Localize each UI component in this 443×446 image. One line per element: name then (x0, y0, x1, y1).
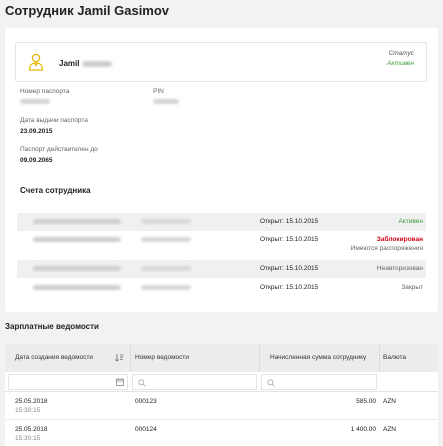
column-header-number[interactable]: Номер ведомости (135, 354, 190, 361)
cell-amount: 585.00 (356, 398, 376, 405)
cell-number: 000123 (135, 398, 157, 405)
cell-time: 15:30:15 (15, 407, 41, 414)
account-status: Закрыт (401, 284, 423, 291)
account-opened-date: Открыт: 15.10.2015 (260, 265, 319, 272)
account-opened-date: Открыт: 15.10.2015 (260, 236, 319, 243)
account-row[interactable]: Открыт: 15.10.2015 Неавторизован (17, 260, 426, 278)
valid-until-label: Паспорт действителен до (20, 146, 98, 153)
account-row[interactable]: Открыт: 15.10.2015 Закрыт (17, 279, 426, 297)
employee-last-name-redacted (82, 60, 113, 67)
column-header-created[interactable]: Дата создания ведомости (15, 354, 94, 361)
user-icon (28, 53, 44, 71)
account-owner-redacted (141, 285, 191, 290)
employee-first-name: Jamil (59, 59, 80, 68)
payroll-table: Дата создания ведомости Номер ведомости … (5, 344, 438, 446)
status-label: Статус (388, 50, 414, 57)
page-title: Сотрудник Jamil Gasimov (5, 3, 170, 18)
sort-icon[interactable] (115, 353, 124, 362)
account-row[interactable]: Открыт: 15.10.2015 Активен (17, 213, 426, 231)
column-header-amount[interactable]: Начисленная сумма сотруднику (270, 354, 367, 361)
search-icon (138, 379, 146, 387)
accounts-title: Счета сотрудника (20, 186, 91, 195)
amount-filter-input[interactable] (261, 374, 377, 390)
column-divider (259, 344, 260, 392)
cell-currency: AZN (383, 426, 396, 433)
cell-time: 15:30:15 (15, 435, 41, 442)
issue-date-value: 23.09.2015 (20, 128, 53, 135)
table-header: Дата создания ведомости Номер ведомости … (5, 344, 438, 372)
account-owner-redacted (141, 219, 191, 224)
passport-number-redacted (20, 99, 50, 104)
account-status: Активен (398, 218, 423, 225)
cell-date: 25.05.2018 (15, 426, 48, 433)
payroll-title: Зарплатные ведомости (5, 322, 99, 331)
table-row[interactable]: 25.05.2018 15:30:15 000124 1 400.00 AZN (5, 420, 438, 446)
account-opened-date: Открыт: 15.10.2015 (260, 218, 319, 225)
pin-label: PIN (153, 88, 164, 95)
cell-date: 25.05.2018 (15, 398, 48, 405)
number-filter-input[interactable] (132, 374, 257, 390)
employee-card: Jamil Статус Активен Номер паспорта PIN … (5, 28, 438, 312)
filter-row (5, 372, 438, 392)
employee-name: Jamil (59, 59, 113, 68)
cell-currency: AZN (383, 398, 396, 405)
calendar-icon[interactable] (116, 378, 124, 386)
account-number-redacted (33, 237, 121, 242)
column-header-currency[interactable]: Валюта (383, 354, 406, 361)
table-row[interactable]: 25.05.2018 15:30:15 000123 585.00 AZN (5, 392, 438, 420)
account-owner-redacted (141, 237, 191, 242)
account-status: Неавторизован (376, 265, 423, 272)
account-status: Заблокирован (376, 236, 423, 243)
account-opened-date: Открыт: 15.10.2015 (260, 284, 319, 291)
account-status-note: Имеются распоряжения (350, 245, 423, 252)
status-badge: Активен (387, 60, 414, 67)
pin-redacted (153, 99, 179, 104)
issue-date-label: Дата выдачи паспорта (20, 117, 88, 124)
valid-until-value: 09.09.2065 (20, 157, 53, 164)
account-number-redacted (33, 266, 121, 271)
account-owner-redacted (141, 266, 191, 271)
account-number-redacted (33, 285, 121, 290)
account-number-redacted (33, 219, 121, 224)
account-row[interactable]: Открыт: 15.10.2015 Заблокирован Имеются … (17, 231, 426, 257)
passport-number-label: Номер паспорта (20, 88, 70, 95)
column-divider (379, 344, 380, 392)
employee-header: Jamil Статус Активен (15, 42, 427, 82)
column-divider (130, 344, 131, 392)
date-filter-input[interactable] (8, 374, 128, 390)
search-icon (267, 379, 275, 387)
cell-number: 000124 (135, 426, 157, 433)
cell-amount: 1 400.00 (350, 426, 376, 433)
